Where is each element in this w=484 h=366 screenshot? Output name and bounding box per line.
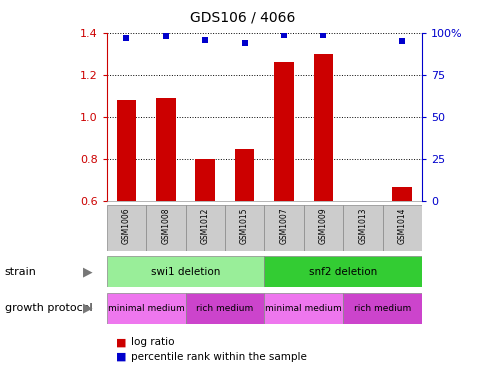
Bar <box>185 205 225 251</box>
Text: growth protocol: growth protocol <box>5 303 92 313</box>
Bar <box>106 256 264 287</box>
Bar <box>106 293 185 324</box>
Bar <box>273 63 293 201</box>
Bar <box>382 205 421 251</box>
Text: GDS106 / 4066: GDS106 / 4066 <box>189 11 295 25</box>
Text: snf2 deletion: snf2 deletion <box>308 267 377 277</box>
Bar <box>195 159 214 201</box>
Text: GSM1009: GSM1009 <box>318 207 327 244</box>
Text: minimal medium: minimal medium <box>107 304 184 313</box>
Text: rich medium: rich medium <box>353 304 410 313</box>
Text: ▶: ▶ <box>82 265 92 278</box>
Bar <box>225 205 264 251</box>
Text: GSM1012: GSM1012 <box>200 207 209 244</box>
Text: ■: ■ <box>116 352 127 362</box>
Text: swi1 deletion: swi1 deletion <box>151 267 220 277</box>
Bar <box>303 205 342 251</box>
Bar <box>156 98 175 201</box>
Text: percentile rank within the sample: percentile rank within the sample <box>131 352 306 362</box>
Text: ■: ■ <box>116 337 127 347</box>
Text: log ratio: log ratio <box>131 337 174 347</box>
Bar <box>264 256 421 287</box>
Bar <box>146 205 185 251</box>
Bar <box>234 149 254 201</box>
Text: ▶: ▶ <box>82 302 92 315</box>
Bar <box>106 205 146 251</box>
Text: GSM1013: GSM1013 <box>358 207 366 244</box>
Bar <box>264 293 342 324</box>
Bar <box>264 205 303 251</box>
Text: minimal medium: minimal medium <box>265 304 341 313</box>
Text: GSM1006: GSM1006 <box>121 207 131 244</box>
Bar <box>392 187 411 201</box>
Bar <box>313 54 333 201</box>
Text: GSM1015: GSM1015 <box>240 207 249 244</box>
Bar <box>342 293 421 324</box>
Text: GSM1008: GSM1008 <box>161 207 170 244</box>
Text: GSM1014: GSM1014 <box>397 207 406 244</box>
Bar <box>185 293 264 324</box>
Text: strain: strain <box>5 267 37 277</box>
Bar <box>116 100 136 201</box>
Text: GSM1007: GSM1007 <box>279 207 288 244</box>
Bar <box>342 205 382 251</box>
Text: rich medium: rich medium <box>196 304 253 313</box>
